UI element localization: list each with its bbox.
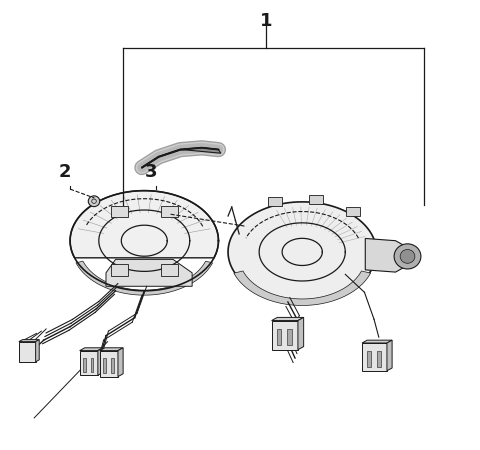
- Polygon shape: [98, 348, 103, 375]
- Bar: [346, 207, 360, 216]
- Bar: [309, 195, 323, 204]
- Polygon shape: [80, 348, 103, 351]
- Polygon shape: [272, 317, 304, 320]
- Bar: [277, 329, 281, 345]
- Polygon shape: [362, 340, 392, 343]
- Bar: [84, 358, 86, 372]
- Polygon shape: [36, 340, 39, 362]
- Bar: [161, 264, 178, 276]
- Bar: [19, 342, 36, 362]
- Polygon shape: [118, 348, 123, 377]
- Bar: [103, 358, 106, 373]
- Polygon shape: [234, 271, 371, 306]
- Bar: [111, 358, 114, 373]
- Circle shape: [400, 249, 415, 263]
- Polygon shape: [70, 191, 218, 258]
- Bar: [377, 351, 381, 367]
- Bar: [272, 320, 298, 350]
- Bar: [362, 343, 387, 371]
- Bar: [100, 351, 118, 377]
- Polygon shape: [19, 340, 39, 342]
- Bar: [80, 351, 98, 375]
- Bar: [111, 206, 128, 217]
- Bar: [288, 329, 291, 345]
- Text: 1: 1: [260, 12, 273, 30]
- Polygon shape: [387, 340, 392, 371]
- Text: 3: 3: [145, 163, 158, 181]
- Polygon shape: [106, 259, 192, 286]
- Polygon shape: [182, 148, 221, 153]
- Bar: [161, 206, 178, 217]
- Text: 2: 2: [59, 163, 72, 181]
- Polygon shape: [76, 261, 213, 295]
- Polygon shape: [365, 238, 408, 272]
- Circle shape: [88, 196, 100, 207]
- Polygon shape: [228, 202, 376, 302]
- Bar: [367, 351, 371, 367]
- Bar: [91, 358, 94, 372]
- Polygon shape: [100, 348, 123, 351]
- Bar: [111, 264, 128, 276]
- Polygon shape: [298, 317, 304, 350]
- Circle shape: [394, 244, 421, 269]
- Bar: [268, 198, 282, 206]
